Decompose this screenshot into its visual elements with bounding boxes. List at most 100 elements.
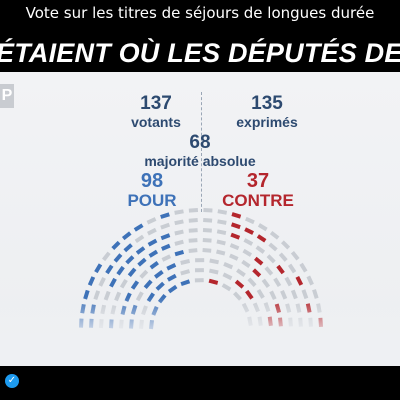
exprimes-count: 135 [251,93,283,114]
seat-mark [264,266,274,276]
seat-mark [216,239,226,246]
seat-mark [266,254,276,264]
seat-mark [229,243,240,251]
seat-mark [242,248,253,257]
seat-mark [146,217,157,225]
majorite-label: majorité absolue [144,153,256,169]
seat-mark [202,248,212,253]
seat-mark [155,281,165,291]
seat-mark [166,262,177,271]
contre-stat: 37 CONTRE [218,171,298,211]
seat-mark [236,268,246,277]
seat-mark [216,229,227,236]
seat-mark [216,249,226,256]
verified-badge-icon: ✓ [5,374,19,388]
seat-mark [261,278,271,288]
seat-mark [276,264,285,275]
votants-count: 137 [140,93,172,114]
seat-mark [160,233,171,241]
seat-mark [161,254,172,262]
seat-mark [143,279,153,290]
seat-mark [299,262,308,273]
seat-mark [102,251,111,262]
seat-mark [174,229,184,236]
seat-mark [160,222,171,230]
seat-mark [174,249,185,257]
contre-label: CONTRE [222,191,294,210]
seat-mark [295,276,304,286]
headline-text: ÉTAIENT OÙ LES DÉPUTÉS DE DROITE [0,38,400,68]
seat-mark [252,268,262,278]
seat-mark [208,278,219,285]
seat-mark [202,238,212,243]
seat-mark [230,222,241,230]
seat-mark [123,243,133,253]
seat-mark [180,258,191,265]
pour-stat: 98 POUR [118,171,186,211]
seat-mark [174,209,184,215]
seat-mark [241,259,251,269]
seat-mark [269,231,280,240]
seat-mark [280,240,291,250]
seat-mark [284,276,293,287]
channel-logo: P [0,84,14,108]
seat-mark [247,277,257,287]
caption-bar: Vote sur les titres de séjours de longue… [0,0,400,32]
seat-mark [111,240,121,251]
seat-mark [119,278,128,289]
seat-mark [256,288,265,299]
seat-mark [109,277,117,288]
votants-label: votants [131,114,181,130]
pour-count: 98 [140,170,164,192]
seat-mark [121,231,132,241]
seat-mark [160,212,170,219]
seat-mark [231,212,242,219]
pour-label: POUR [127,191,177,210]
seat-mark [105,264,114,275]
seat-mark [217,219,227,225]
seat-mark [221,283,232,292]
majorite-count: 68 [189,132,211,153]
votants-stat: 137 votants [120,93,192,131]
seat-mark [188,248,198,253]
seat-mark [312,289,319,299]
seat-mark [149,260,159,270]
seat-mark [137,257,147,267]
seat-mark [188,208,199,213]
seat-mark [229,253,239,261]
center-divider [201,92,202,212]
seat-mark [166,273,177,282]
seat-mark [203,208,213,213]
seat-mark [244,216,255,225]
seat-mark [127,267,137,277]
seat-mark [147,238,158,247]
seat-mark [306,275,314,286]
seat-mark [130,280,140,290]
footer-bar: ✓ [0,366,400,400]
seat-mark [94,263,103,274]
contre-count: 37 [246,170,270,192]
seat-mark [243,238,254,246]
seat-mark [133,223,144,232]
seat-mark [256,234,267,243]
seat-mark [188,238,198,243]
seat-mark [217,209,228,215]
seat-mark [268,242,278,252]
seat-mark [134,234,145,244]
seat-mark [188,228,198,233]
seat-mark [188,218,198,223]
seat-mark [290,250,300,261]
seat-mark [98,277,106,287]
seat-mark [174,219,184,226]
seat-mark [255,245,266,254]
blurred-bottom-overlay [0,297,400,366]
seat-mark [174,239,184,246]
seat-mark [180,279,191,286]
seat-mark [278,252,288,262]
seat-mark [208,268,219,275]
seat-mark [223,262,234,270]
seat-mark [287,263,297,274]
seat-mark [301,289,309,300]
seat-mark [125,255,135,265]
seat-mark [202,228,212,233]
